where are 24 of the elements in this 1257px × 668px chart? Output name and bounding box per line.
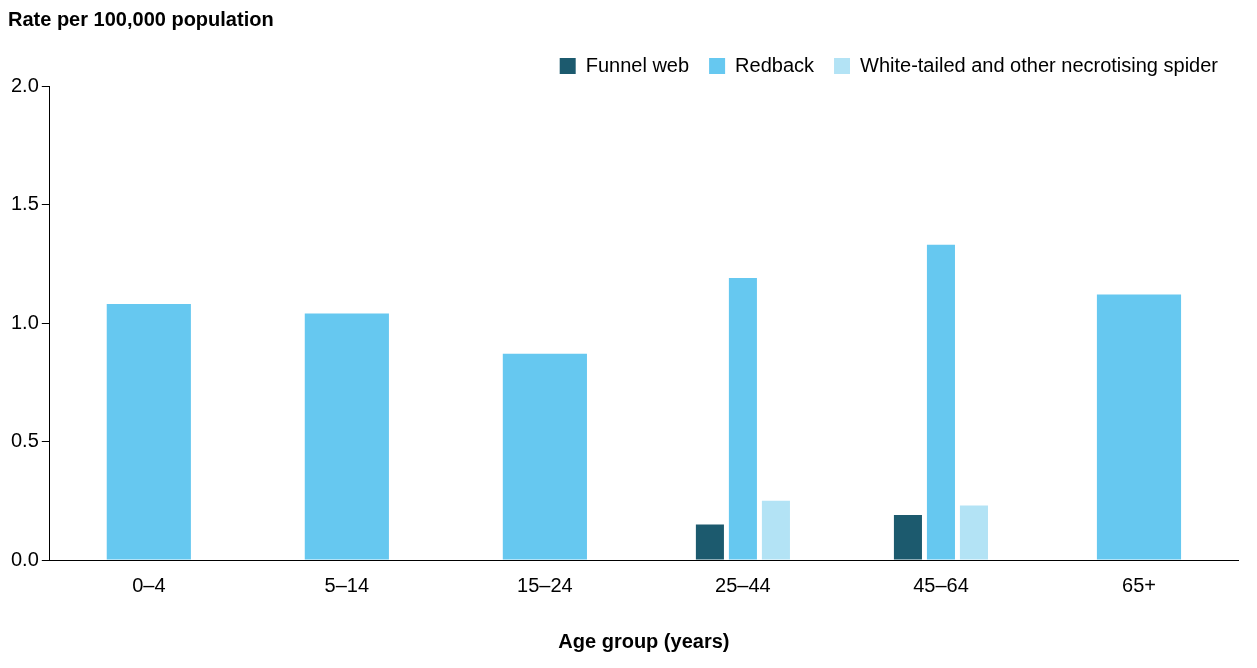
x-axis-title: Age group (years) bbox=[558, 629, 730, 652]
x-tick-label: 15–24 bbox=[517, 573, 573, 596]
x-tick-label: 65+ bbox=[1122, 573, 1156, 596]
legend-label: White-tailed and other necrotising spider bbox=[860, 53, 1219, 76]
bar bbox=[695, 524, 724, 560]
bar bbox=[106, 304, 191, 560]
bar bbox=[304, 313, 389, 560]
x-tick-label: 45–64 bbox=[913, 573, 969, 596]
y-tick-label: 1.0 bbox=[10, 310, 39, 333]
y-axis-title: Rate per 100,000 population bbox=[8, 7, 274, 30]
bar bbox=[1096, 294, 1182, 560]
bar bbox=[959, 505, 988, 560]
y-tick-label: 0.5 bbox=[10, 429, 39, 452]
bar bbox=[761, 500, 790, 560]
x-tick-label: 25–44 bbox=[715, 573, 771, 596]
legend-label: Redback bbox=[735, 53, 816, 76]
y-tick-label: 0.0 bbox=[10, 547, 39, 570]
y-tick-label: 2.0 bbox=[10, 73, 39, 96]
bar bbox=[502, 353, 587, 560]
x-tick-label: 0–4 bbox=[132, 573, 166, 596]
y-tick-label: 1.5 bbox=[10, 192, 39, 215]
x-tick-label: 5–14 bbox=[324, 573, 370, 596]
legend-label: Funnel web bbox=[585, 53, 690, 76]
bar bbox=[893, 514, 922, 560]
